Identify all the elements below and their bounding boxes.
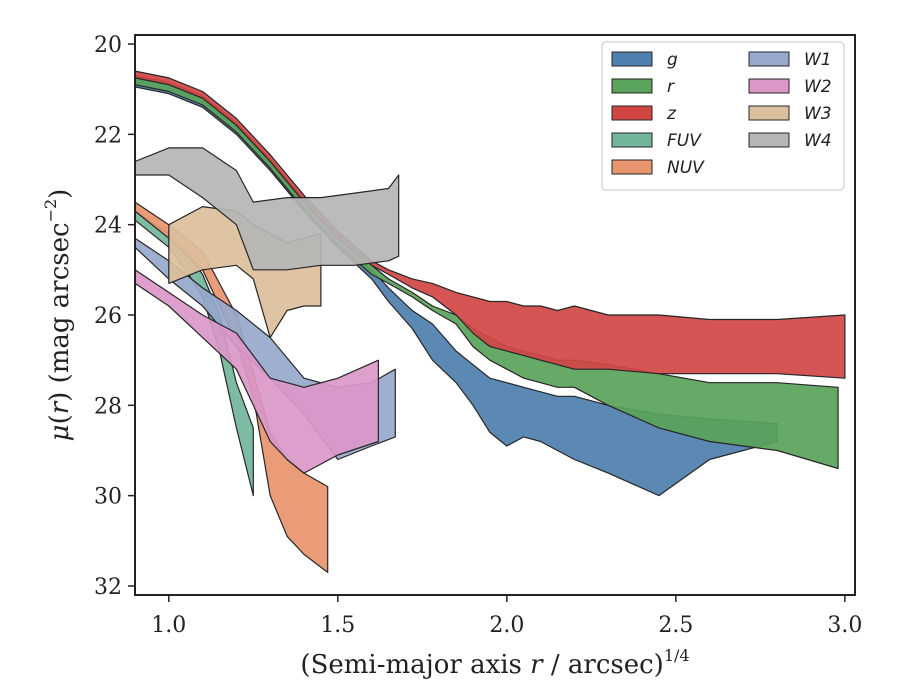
legend-label-z: z: [666, 104, 677, 124]
band-z: [134, 70, 846, 379]
band-r: [134, 74, 839, 470]
legend-items: grz FUV NUV W1 W2 W3 W4: [611, 50, 832, 178]
y-tick-label: 22: [94, 123, 122, 148]
x-tick-label: 1.5: [320, 613, 355, 638]
legend-label-w4: W4: [804, 131, 832, 151]
y-tick-label: 28: [94, 394, 122, 419]
x-axis-label-pre: (Semi-major axis: [300, 650, 530, 680]
y-axis-label-var: r: [45, 400, 75, 414]
y-axis-label-close: ) (mag arcsec: [45, 222, 75, 401]
legend-swatch-w2: [748, 78, 790, 94]
y-tick-label: 32: [94, 575, 122, 600]
y-tick-label: 24: [94, 214, 122, 239]
x-axis-label-var: r: [530, 650, 544, 680]
x-axis-ticks: 1.0 1.5 2.0 2.5 3.0: [151, 595, 862, 638]
y-tick-label: 30: [94, 485, 122, 510]
x-tick-label: 2.5: [658, 613, 693, 638]
legend-label-g: g: [667, 50, 678, 70]
x-tick-label: 2.0: [489, 613, 524, 638]
legend-swatch-w1: [748, 51, 790, 67]
y-axis-label-open: (: [45, 414, 75, 424]
y-tick-label: 26: [94, 304, 122, 329]
legend-swatch-w4: [748, 132, 790, 148]
x-axis-label-sup: 1/4: [664, 646, 690, 665]
x-tick-label: 1.0: [151, 613, 186, 638]
legend-swatch-z: [611, 105, 653, 121]
legend-swatch-r: [611, 78, 653, 94]
y-axis-label: μ(r) (mag arcsec−2): [41, 189, 75, 442]
legend-label-w1: W1: [804, 50, 832, 70]
y-axis-label-mu: μ: [45, 424, 75, 441]
band-w4: [134, 147, 400, 271]
legend-label-w3: W3: [804, 104, 832, 124]
legend-label-w2: W2: [804, 77, 832, 97]
legend-swatch-nuv: [611, 159, 653, 175]
legend-swatch-g: [611, 51, 653, 67]
legend-swatch-fuv: [611, 132, 653, 148]
y-axis-ticks: 20 22 24 26 28 30 32: [94, 33, 135, 600]
y-tick-label: 20: [94, 33, 122, 58]
legend: grz FUV NUV W1 W2 W3 W4: [601, 41, 845, 191]
band-w2: [134, 269, 379, 474]
legend-swatch-w3: [748, 105, 790, 121]
legend-label-fuv: FUV: [667, 131, 702, 151]
x-axis-label: (Semi-major axis r / arcsec)1/4: [300, 646, 689, 680]
legend-label-nuv: NUV: [667, 158, 705, 178]
legend-label-r: r: [667, 77, 675, 97]
x-tick-label: 3.0: [827, 613, 862, 638]
x-axis-label-post: / arcsec): [543, 650, 664, 680]
band-layer: [134, 70, 846, 574]
y-axis-label-end: ): [45, 189, 75, 199]
y-axis-label-sup: −2: [41, 199, 60, 223]
